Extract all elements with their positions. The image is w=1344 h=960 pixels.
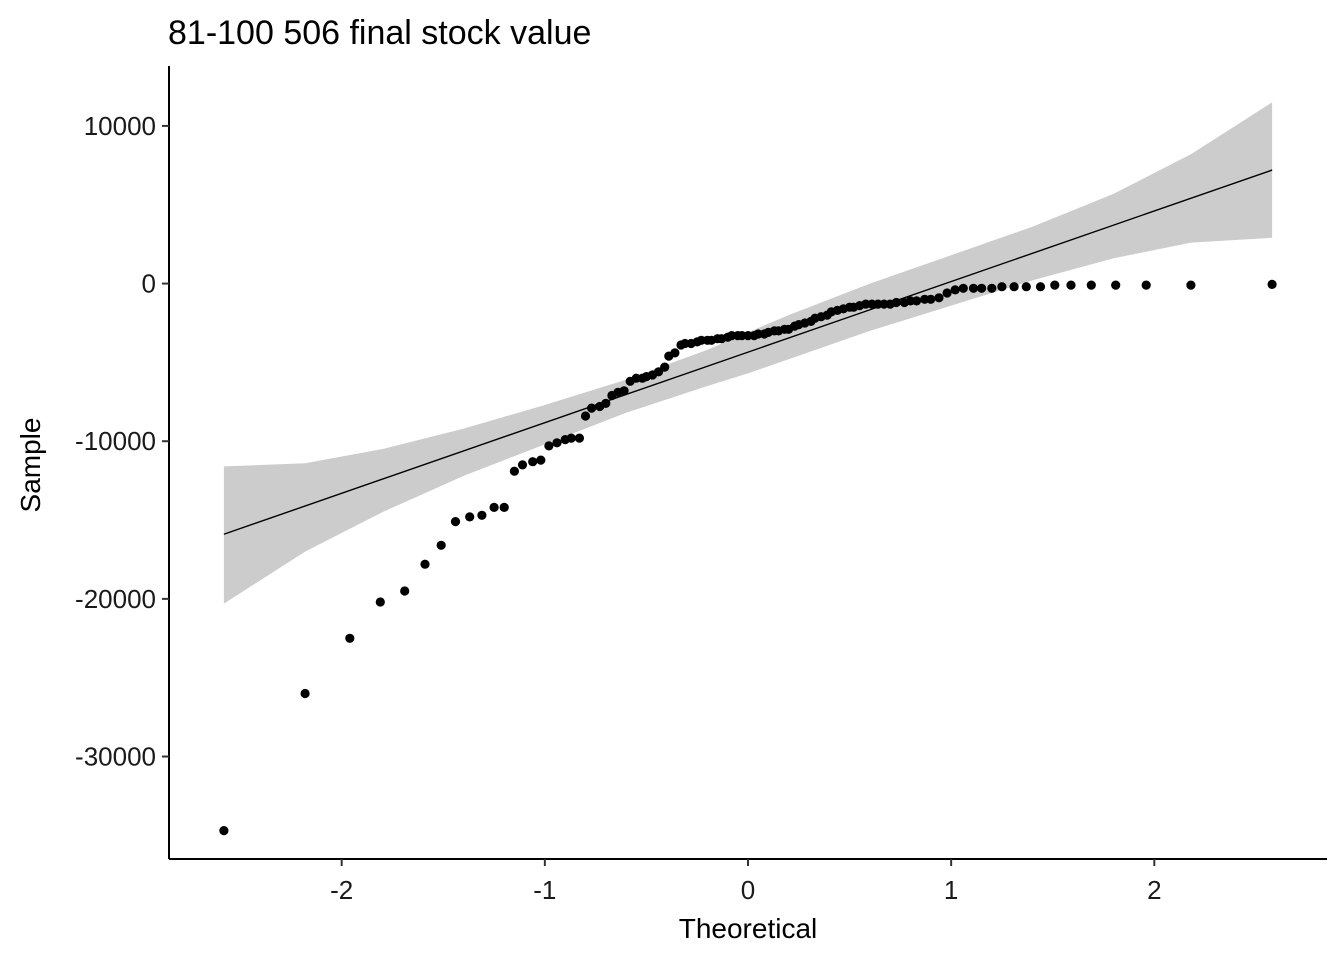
- data-point: [934, 293, 944, 303]
- x-tick-label: -2: [330, 875, 353, 905]
- data-point: [1009, 282, 1019, 292]
- confidence-band: [223, 102, 1273, 604]
- data-point: [987, 283, 997, 293]
- data-point: [942, 288, 952, 298]
- data-point: [912, 296, 922, 306]
- data-point: [536, 455, 546, 465]
- data-point: [1141, 280, 1151, 290]
- data-point: [660, 362, 670, 372]
- data-point: [300, 688, 310, 699]
- data-point: [489, 502, 499, 512]
- data-point: [499, 502, 509, 512]
- data-point: [1086, 280, 1096, 290]
- x-tick-label: -1: [533, 875, 556, 905]
- data-point: [1186, 280, 1196, 290]
- data-point: [1021, 282, 1031, 292]
- x-axis-ticks: -2 -1 0 1 2: [330, 859, 1162, 905]
- data-point: [968, 283, 979, 293]
- data-point: [958, 283, 968, 293]
- data-point: [587, 403, 597, 413]
- x-axis-title: Theoretical: [679, 913, 818, 944]
- y-tick-label: -10000: [75, 426, 156, 456]
- x-tick-label: 2: [1147, 875, 1161, 905]
- data-point: [977, 283, 987, 293]
- y-axis-title: Sample: [15, 418, 46, 513]
- data-point: [926, 294, 936, 304]
- data-point: [580, 411, 591, 421]
- data-point: [997, 282, 1007, 292]
- y-axis-ticks: -30000 -20000 -10000 0 10000: [75, 111, 169, 772]
- x-tick-label: 1: [944, 875, 958, 905]
- data-point: [601, 398, 611, 408]
- data-point: [1066, 280, 1076, 290]
- y-tick-label: 10000: [84, 111, 156, 141]
- data-point: [544, 441, 554, 451]
- y-tick-label: -20000: [75, 584, 156, 614]
- y-tick-label: 0: [142, 269, 156, 299]
- data-point: [517, 460, 528, 470]
- y-tick-label: -30000: [75, 742, 156, 772]
- data-point: [528, 457, 538, 467]
- data-point: [465, 512, 475, 522]
- data-point: [219, 826, 229, 836]
- data-point: [477, 510, 487, 520]
- plot-area: [219, 102, 1277, 836]
- data-point: [891, 297, 901, 308]
- data-point: [1035, 282, 1046, 292]
- data-point: [566, 433, 576, 443]
- data-point: [400, 586, 410, 596]
- chart-title: 81-100 506 final stock value: [168, 14, 591, 52]
- data-point: [619, 386, 629, 396]
- data-point: [552, 438, 562, 448]
- data-point: [420, 559, 430, 569]
- data-point: [436, 540, 446, 550]
- data-point: [574, 433, 585, 443]
- data-point: [670, 348, 680, 358]
- data-point: [345, 633, 355, 643]
- data-point: [509, 466, 519, 476]
- data-point: [450, 517, 461, 527]
- x-tick-label: 0: [741, 875, 755, 905]
- sample-points: [219, 279, 1277, 836]
- data-point: [1111, 280, 1121, 290]
- data-point: [1267, 279, 1277, 289]
- data-point: [1050, 280, 1060, 290]
- data-point: [950, 285, 960, 295]
- data-point: [375, 597, 385, 607]
- reference-line: [223, 169, 1273, 535]
